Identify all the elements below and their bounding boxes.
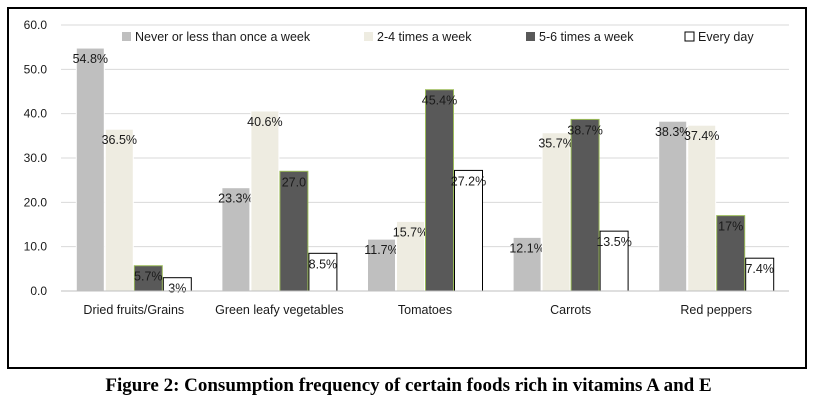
legend-swatch-2-4-times-a-week — [364, 32, 373, 41]
category-label: Red peppers — [680, 303, 752, 317]
data-label-dried-fruits-grains-5-6-times-a-week: 5.7% — [134, 270, 163, 284]
bar-tomatoes-every-day — [454, 169, 483, 292]
data-label-carrots-every-day: 13.5% — [596, 235, 631, 249]
bar-green-leafy-vegetables-every-day — [308, 252, 338, 292]
category-label: Tomatoes — [398, 303, 452, 317]
y-tick-label: 0.0 — [30, 284, 47, 298]
bar-tomatoes-5-6-times-a-week — [425, 89, 454, 292]
legend-label-never-or-less-than-once-a-week: Never or less than once a week — [135, 30, 311, 44]
data-label-carrots-2-4-times-a-week: 35.7% — [538, 137, 573, 151]
category-label: Carrots — [550, 303, 591, 317]
data-label-tomatoes-every-day: 27.2% — [451, 174, 486, 188]
legend-label-5-6-times-a-week: 5-6 times a week — [539, 30, 634, 44]
y-tick-label: 60.0 — [24, 18, 48, 32]
data-label-tomatoes-2-4-times-a-week: 15.7% — [393, 225, 428, 239]
bar-carrots-2-4-times-a-week — [541, 132, 571, 292]
data-label-dried-fruits-grains-every-day: 3% — [168, 282, 186, 296]
chart-frame: 0.0 10.0 20.0 30.0 40.0 50.0 60.0 54.8% 36.5% 5.7… — [7, 7, 807, 369]
bar-carrots-never-or-less-than-once-a-week — [512, 236, 542, 292]
data-label-carrots-never-or-less-than-once-a-week: 12.1% — [509, 241, 544, 255]
data-label-dried-fruits-grains-never-or-less-than-once-a-week: 54.8% — [73, 52, 108, 66]
bar-tomatoes-never-or-less-than-once-a-week — [367, 238, 396, 292]
bar-chart: 0.0 10.0 20.0 30.0 40.0 50.0 60.0 54.8% 36.5% 5.7… — [24, 18, 789, 317]
category-label: Dried fruits/Grains — [83, 303, 184, 317]
data-label-green-leafy-vegetables-2-4-times-a-week: 40.6% — [247, 115, 282, 129]
bar-tomatoes-2-4-times-a-week — [396, 220, 425, 292]
data-label-green-leafy-vegetables-5-6-times-a-week: 27.0 — [282, 175, 306, 189]
bar-red-peppers-never-or-less-than-once-a-week — [658, 120, 688, 292]
data-label-tomatoes-5-6-times-a-week: 45.4% — [422, 94, 457, 108]
bar-red-peppers-2-4-times-a-week — [687, 124, 717, 292]
legend-swatch-every-day — [684, 31, 695, 42]
legend-label-2-4-times-a-week: 2-4 times a week — [377, 30, 472, 44]
bar-red-peppers-every-day — [745, 257, 775, 292]
category-label: Green leafy vegetables — [215, 303, 344, 317]
legend-label-every-day: Every day — [698, 30, 754, 44]
data-label-red-peppers-5-6-times-a-week: 17% — [718, 220, 743, 234]
data-label-red-peppers-every-day: 7.4% — [745, 262, 774, 276]
data-label-red-peppers-never-or-less-than-once-a-week: 38.3% — [655, 125, 690, 139]
y-tick-label: 20.0 — [24, 195, 48, 209]
data-label-carrots-5-6-times-a-week: 38.7% — [567, 123, 602, 137]
y-tick-label: 30.0 — [24, 151, 48, 165]
bar-green-leafy-vegetables-2-4-times-a-week — [250, 110, 280, 292]
bar-dried-fruits-grains-never-or-less-than-once-a-week — [75, 47, 105, 292]
figure-caption: Figure 2: Consumption frequency of certa… — [105, 375, 712, 396]
y-tick-label: 40.0 — [24, 107, 48, 121]
bar-carrots-5-6-times-a-week — [570, 118, 600, 292]
bar-green-leafy-vegetables-never-or-less-than-once-a-week — [221, 187, 251, 292]
data-label-green-leafy-vegetables-never-or-less-than-once-a-week: 23.3% — [218, 192, 253, 206]
y-tick-label: 10.0 — [24, 240, 48, 254]
legend-swatch-never-or-less-than-once-a-week — [122, 32, 131, 41]
data-label-tomatoes-never-or-less-than-once-a-week: 11.7% — [364, 243, 399, 257]
y-tick-label: 50.0 — [24, 62, 48, 76]
data-label-red-peppers-2-4-times-a-week: 37.4% — [684, 129, 719, 143]
bar-dried-fruits-grains-2-4-times-a-week — [104, 128, 134, 292]
data-label-green-leafy-vegetables-every-day: 8.5% — [309, 257, 338, 271]
legend-swatch-5-6-times-a-week — [526, 32, 535, 41]
data-label-dried-fruits-grains-2-4-times-a-week: 36.5% — [102, 133, 137, 147]
